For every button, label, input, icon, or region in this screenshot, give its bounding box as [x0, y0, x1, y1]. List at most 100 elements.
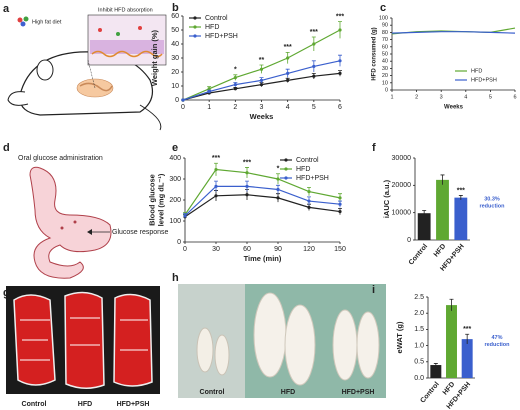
x-tick-label: 120	[303, 246, 315, 253]
y-tick-label: 10	[171, 83, 179, 90]
legend-marker	[284, 167, 288, 171]
significance: ***	[310, 29, 318, 36]
point	[276, 187, 280, 192]
panel-letter: a	[3, 3, 10, 15]
significance: ***	[212, 155, 220, 162]
y-tick-label: 0	[177, 239, 181, 246]
y-tick-label: 0.5	[414, 359, 424, 366]
series-line	[391, 31, 516, 34]
bar	[430, 365, 442, 378]
point	[183, 214, 187, 218]
y-tick-label: 20	[382, 73, 388, 79]
x-axis-label: Time (min)	[244, 254, 282, 263]
legend-marker	[284, 158, 288, 162]
point	[207, 87, 211, 91]
point	[276, 177, 280, 181]
point	[207, 90, 211, 94]
y-tick-label: 80	[382, 30, 388, 36]
y-axis-label: iAUC (a.u.)	[382, 179, 391, 218]
legend-label: HFD	[296, 166, 310, 173]
bar	[461, 339, 473, 378]
point	[338, 59, 342, 63]
mouse-illustration	[7, 14, 167, 131]
y-tick-label: 20	[171, 69, 179, 76]
y-tick-label: 1.5	[414, 326, 424, 333]
y-tick-label: 2.0	[414, 310, 424, 317]
legend-label: HFD	[205, 24, 219, 31]
panel-letter: e	[172, 142, 178, 154]
y-tick-label: 50	[382, 51, 388, 57]
point	[307, 205, 311, 209]
y-tick-label: 0	[407, 237, 411, 244]
y-tick-label: 30	[171, 55, 179, 62]
group-label: HFD	[78, 401, 92, 408]
x-tick-label: 2	[233, 104, 237, 111]
y-axis-label: Weight gain (%)	[150, 29, 159, 86]
point	[312, 64, 316, 68]
y-axis-label: eWAT (g)	[395, 321, 404, 353]
y-tick-label: 400	[169, 155, 181, 162]
stomach-illustration	[29, 166, 112, 279]
point	[181, 98, 185, 102]
x-tick-label: 1	[390, 94, 393, 100]
point	[214, 194, 218, 198]
panel-letter: i	[372, 284, 375, 296]
point	[338, 28, 342, 32]
response-label: Glucose response	[112, 229, 169, 236]
point	[245, 171, 249, 175]
error-bar	[422, 210, 427, 216]
series-line	[184, 168, 341, 216]
y-tick-label: 60	[171, 13, 179, 20]
bar	[436, 179, 449, 240]
significance: *	[234, 67, 237, 74]
axes	[184, 158, 340, 243]
series-line	[184, 185, 341, 217]
x-tick-label: 2	[415, 94, 418, 100]
panel-letter: d	[3, 142, 10, 154]
significance: ***	[284, 44, 292, 51]
point	[286, 78, 290, 82]
diet-label: High fat diet	[32, 19, 62, 25]
y-tick-label: 1.0	[414, 342, 424, 349]
series-line	[184, 194, 341, 218]
point	[286, 71, 290, 75]
x-tick-label: 1	[207, 104, 211, 111]
point	[312, 74, 316, 78]
x-axis-label: Weeks	[250, 112, 274, 121]
panel-letter: c	[380, 2, 386, 14]
panel-letter: h	[172, 272, 179, 284]
point	[245, 184, 249, 188]
tissue-photo	[178, 284, 386, 398]
point	[214, 184, 218, 188]
inhibit-label: Inhibit HFD absorption	[98, 7, 153, 13]
y-tick-label: 2.5	[414, 294, 424, 301]
point	[338, 71, 342, 75]
y-tick-label: 50	[171, 27, 179, 34]
point	[233, 83, 237, 87]
x-tick-label: Control	[419, 381, 440, 405]
x-tick-label: 150	[334, 246, 346, 253]
error-bar	[458, 195, 463, 200]
significance: *	[277, 166, 280, 173]
y-tick-label: 70	[382, 37, 388, 43]
note: 30.3%	[484, 196, 500, 202]
point	[259, 83, 264, 87]
y-tick-label: 100	[379, 15, 388, 21]
x-tick-label: 60	[243, 246, 251, 253]
group-label: HFD+PSH	[342, 389, 375, 396]
point	[338, 202, 342, 206]
y-tick-label: 20000	[392, 182, 412, 189]
y-axis-label: HFD consumed (g)	[372, 27, 378, 80]
y-tick-label: 30	[382, 66, 388, 72]
significance: **	[259, 57, 265, 64]
x-tick-label: HFD	[442, 381, 457, 397]
x-tick-label: 6	[338, 104, 342, 111]
point	[286, 56, 290, 60]
point	[259, 67, 264, 71]
legend-label: HFD+PSH	[471, 77, 497, 83]
point	[233, 87, 237, 91]
error-bar	[449, 298, 454, 311]
significance: ***	[243, 159, 251, 166]
x-tick-label: 0	[181, 104, 185, 111]
legend-marker	[193, 25, 197, 29]
